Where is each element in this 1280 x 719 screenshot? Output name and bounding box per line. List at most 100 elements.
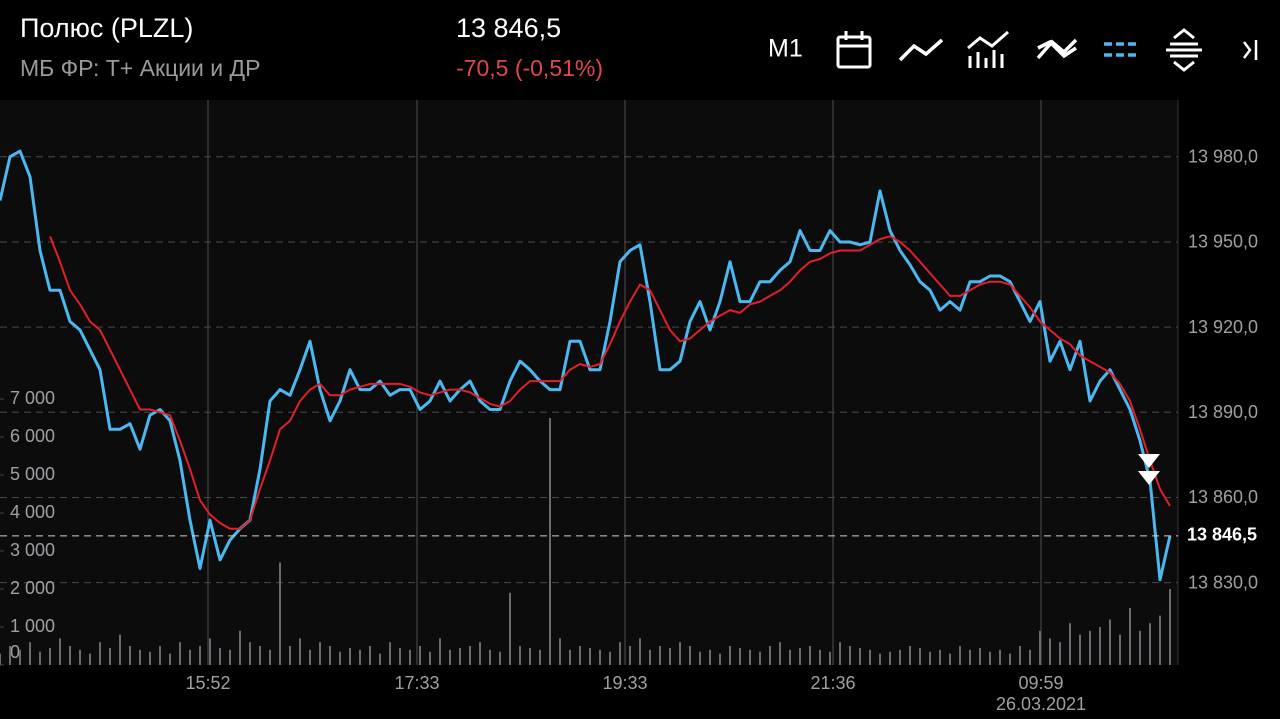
volume-bar (0, 653, 1, 665)
volume-bar (959, 646, 961, 665)
volume-bar (229, 649, 231, 665)
line-chart-icon[interactable] (898, 38, 944, 62)
y2-tick-label: 6 000 (10, 426, 55, 446)
volume-bar (679, 642, 681, 665)
volume-bar (859, 647, 861, 665)
volume-bar (289, 646, 291, 665)
last-price-label: 13 846,5 (1187, 525, 1257, 545)
volume-bar (989, 651, 991, 665)
volume-bar (9, 646, 11, 665)
plot-area (0, 100, 1178, 665)
volume-bar (259, 646, 261, 665)
volume-bar (969, 649, 971, 665)
volume-bar (909, 646, 911, 665)
volume-bar (449, 649, 451, 665)
volume-bar (629, 646, 631, 665)
volume-bar (689, 646, 691, 665)
moving-average-line (49, 235, 1171, 530)
volume-bar (89, 653, 91, 665)
volume-bar (279, 562, 281, 665)
y-tick-label: 13 920,0 (1188, 317, 1258, 337)
volume-bar (639, 638, 641, 665)
volume-bar (359, 649, 361, 665)
volume-bar (709, 649, 711, 665)
volume-bar (609, 651, 611, 665)
volume-bar (329, 646, 331, 665)
volume-bar (49, 647, 51, 665)
indicator-icon[interactable] (1036, 38, 1078, 60)
volume-bar (809, 646, 811, 665)
volume-bar (779, 642, 781, 665)
volume-bar (559, 638, 561, 665)
volume-bar (919, 647, 921, 665)
volume-bar (1149, 623, 1151, 665)
price-line-icon[interactable] (1104, 42, 1140, 57)
x-tick-label: 21:36 (810, 673, 855, 693)
volume-bar (119, 634, 121, 665)
x-tick-label: 09:59 (1018, 673, 1063, 693)
volume-bar (109, 647, 111, 665)
volume-bar (489, 649, 491, 665)
volume-bar (1129, 608, 1131, 665)
volume-bar (189, 649, 191, 665)
volume-bar (999, 649, 1001, 665)
volume-bar (239, 630, 241, 665)
volume-bar (1099, 627, 1101, 665)
volume-bar (509, 592, 511, 665)
volume-bar (159, 646, 161, 665)
timeframe-button[interactable]: M1 (768, 35, 803, 63)
calendar-icon[interactable] (836, 31, 872, 69)
exchange-subtitle: МБ ФР: Т+ Акции и ДР (20, 55, 260, 81)
volume-chart-icon[interactable] (967, 30, 1009, 68)
volume-bar (659, 646, 661, 665)
volume-bar (699, 651, 701, 665)
volume-bar (389, 642, 391, 665)
collapse-icon[interactable] (1243, 40, 1258, 60)
volume-bar (569, 649, 571, 665)
x-tick-label: 17:33 (394, 673, 439, 693)
volume-bar (889, 651, 891, 665)
volume-bar (1039, 630, 1041, 665)
volume-bar (749, 649, 751, 665)
y-tick-label: 13 860,0 (1188, 487, 1258, 507)
volume-bar (79, 649, 81, 665)
price-line (0, 149, 1172, 582)
volume-bar (19, 649, 21, 665)
instrument-title: Полюс (PLZL) (20, 13, 193, 43)
volume-bar (729, 646, 731, 665)
volume-bar (1079, 634, 1081, 665)
y-tick-label: 13 830,0 (1188, 572, 1258, 592)
volume-bar (459, 647, 461, 665)
volume-bar (619, 642, 621, 665)
y2-tick-label: 1 000 (10, 616, 55, 636)
price-change: -70,5 (-0,51%) (456, 55, 603, 81)
date-label: 26.03.2021 (996, 694, 1086, 714)
volume-bar (769, 646, 771, 665)
volume-bar (169, 653, 171, 665)
volume-bar (29, 642, 31, 665)
volume-bar (179, 642, 181, 665)
volume-bar (59, 638, 61, 665)
scale-icon[interactable] (1166, 28, 1202, 72)
volume-bar (589, 647, 591, 665)
volume-bar (319, 642, 321, 665)
volume-bar (1139, 630, 1141, 665)
volume-bar (99, 642, 101, 665)
trade-marker (1138, 471, 1160, 485)
volume-bar (139, 649, 141, 665)
volume-bar (1089, 630, 1091, 665)
volume-bar (1169, 589, 1171, 665)
volume-bar (899, 649, 901, 665)
volume-bar (69, 646, 71, 665)
volume-bar (549, 418, 551, 665)
volume-bar (429, 651, 431, 665)
volume-bar (419, 646, 421, 665)
volume-bar (1069, 623, 1071, 665)
volume-bar (1119, 634, 1121, 665)
volume-bar (1019, 646, 1021, 665)
volume-bar (269, 649, 271, 665)
last-price: 13 846,5 (456, 13, 561, 43)
volume-bar (149, 651, 151, 665)
